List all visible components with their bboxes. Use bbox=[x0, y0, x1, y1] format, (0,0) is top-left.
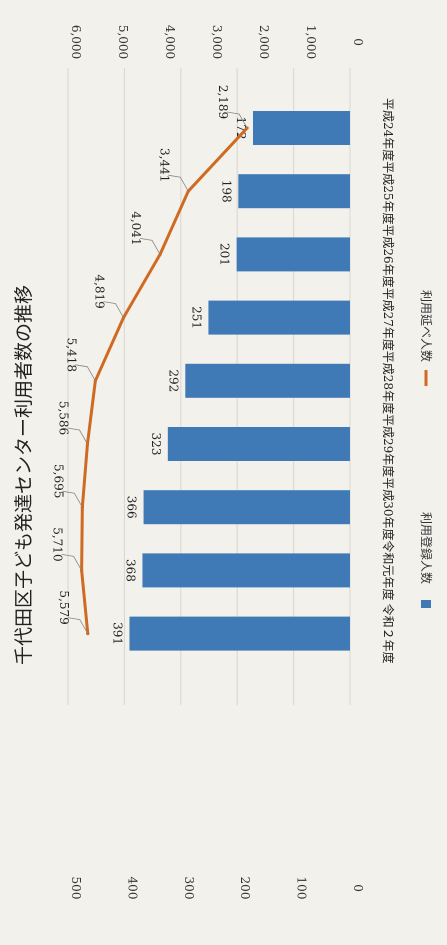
category-axis: 平成24年度平成25年度平成26年度平成27年度平成28年度平成29年度平成30… bbox=[381, 98, 396, 664]
title-group: 千代田区子ども発達センター利用者数の推移 bbox=[13, 285, 35, 665]
left-axis: 0 100 200 300 400 500 bbox=[69, 877, 365, 900]
right-tick-label: 5,000 bbox=[116, 25, 130, 59]
plot-area: 172 198 201 251 292 323 366 368 391 2,189 3,441 4,0… bbox=[51, 68, 351, 705]
leader-line bbox=[61, 554, 82, 571]
left-tick-label: 200 bbox=[238, 877, 252, 900]
category-label: 平成27年度 bbox=[381, 288, 396, 351]
category-label: 平成25年度 bbox=[381, 161, 396, 224]
bar-value-label: 323 bbox=[149, 433, 163, 456]
bar-value-label: 292 bbox=[166, 369, 180, 392]
bar bbox=[167, 427, 350, 461]
line-value-label: 4,041 bbox=[129, 211, 143, 245]
left-tick-label: 300 bbox=[182, 877, 196, 900]
line-value-label: 2,189 bbox=[216, 85, 230, 119]
bar bbox=[252, 111, 350, 145]
category-label: 平成30年度 bbox=[381, 477, 396, 540]
right-tick-label: 3,000 bbox=[210, 25, 224, 59]
right-tick-label: 6,000 bbox=[69, 25, 83, 59]
line-value-label: 5,418 bbox=[64, 338, 78, 372]
leader-line bbox=[67, 427, 88, 445]
right-axis: 0 1,000 2,000 3,000 4,000 5,000 6,000 bbox=[69, 25, 365, 59]
line-value-label: 5,586 bbox=[56, 401, 70, 435]
bar bbox=[185, 363, 350, 398]
category-label: 令和元年度 bbox=[381, 540, 396, 600]
leader-line bbox=[227, 111, 248, 129]
leader-line bbox=[140, 238, 161, 255]
category-label: 平成26年度 bbox=[381, 224, 396, 287]
leader-line bbox=[62, 490, 83, 508]
left-tick-label: 0 bbox=[351, 884, 365, 892]
leader-line bbox=[75, 364, 96, 381]
left-tick-label: 100 bbox=[295, 877, 309, 900]
bar-value-label: 366 bbox=[125, 496, 139, 519]
bar bbox=[129, 616, 350, 651]
bar-value-label: 201 bbox=[218, 243, 232, 266]
bar bbox=[238, 174, 350, 209]
category-label: 平成28年度 bbox=[381, 351, 396, 414]
bar-value-label: 172 bbox=[234, 117, 248, 140]
right-tick-label: 1,000 bbox=[304, 25, 318, 59]
right-tick-label: 4,000 bbox=[163, 25, 177, 59]
bar bbox=[143, 490, 350, 525]
leader-line bbox=[67, 617, 89, 634]
bar bbox=[142, 553, 350, 588]
category-label: 平成29年度 bbox=[381, 414, 396, 477]
bar-value-label: 251 bbox=[189, 306, 203, 329]
line-value-label: 5,710 bbox=[51, 527, 65, 561]
category-label: 平成24年度 bbox=[381, 98, 396, 161]
line-value-label: 3,441 bbox=[157, 148, 171, 182]
leader-line bbox=[168, 174, 189, 192]
legend-swatch-bar bbox=[421, 600, 431, 608]
left-tick-label: 400 bbox=[125, 877, 139, 900]
bar bbox=[208, 300, 350, 335]
bar-value-label: 391 bbox=[110, 622, 124, 645]
bar bbox=[236, 237, 350, 272]
right-tick-label: 0 bbox=[351, 38, 365, 46]
chart-title: 千代田区子ども発達センター利用者数の推移 bbox=[13, 285, 35, 665]
bar-value-label: 368 bbox=[123, 559, 137, 582]
line-value-label: 4,819 bbox=[93, 274, 107, 308]
category-label: 令和２年度 bbox=[381, 604, 396, 664]
legend-label-bar: 利用登録人数 bbox=[419, 512, 434, 584]
bar-value-label: 198 bbox=[219, 180, 233, 203]
line-value-label: 5,579 bbox=[57, 590, 71, 624]
line-value-label: 5,695 bbox=[51, 464, 65, 498]
legend-label-line: 利用延べ人数 bbox=[419, 290, 434, 362]
right-tick-label: 2,000 bbox=[257, 25, 271, 59]
leader-line bbox=[103, 301, 124, 318]
left-tick-label: 500 bbox=[69, 877, 83, 900]
